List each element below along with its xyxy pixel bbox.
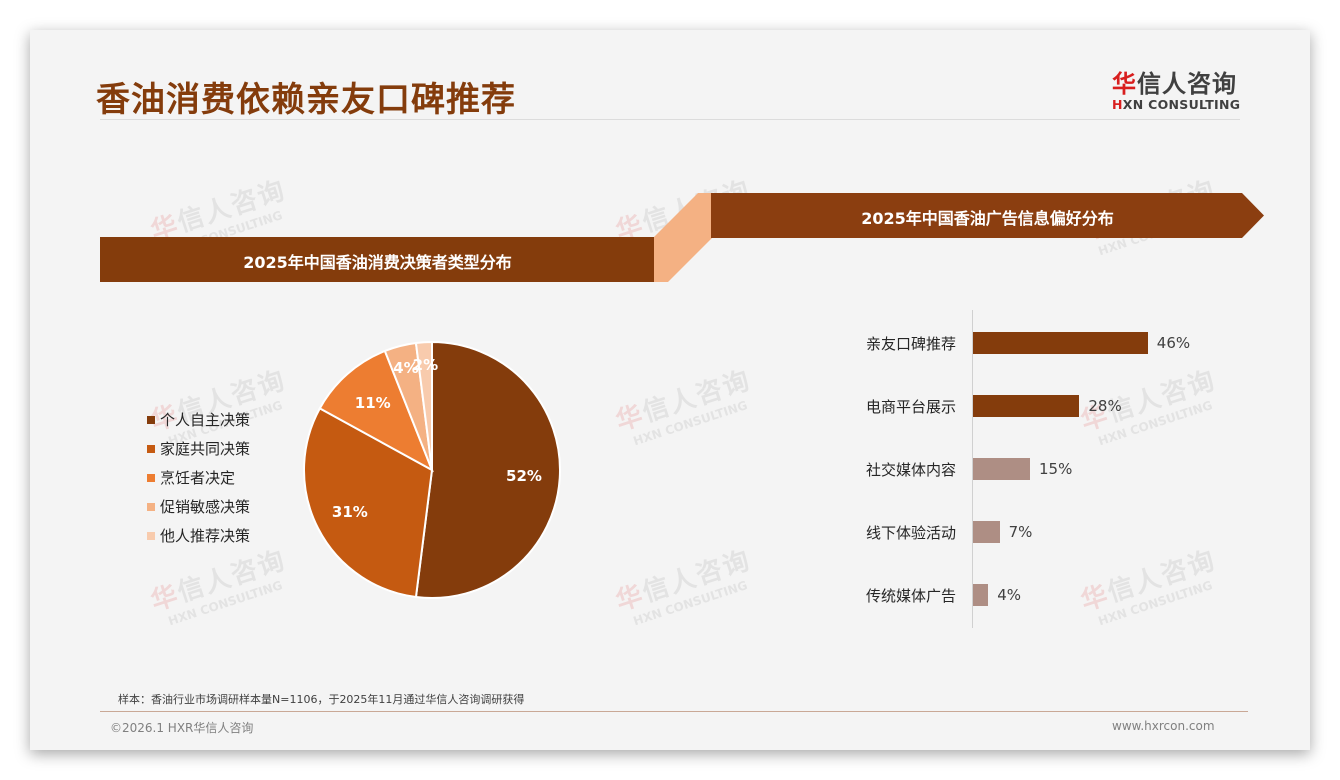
legend-swatch xyxy=(147,502,155,511)
legend-swatch xyxy=(147,531,155,540)
bar xyxy=(973,458,1030,480)
pie-section-banner: 2025年中国香油消费决策者类型分布 xyxy=(100,237,655,282)
bar-value-label: 7% xyxy=(1008,523,1033,541)
legend-label: 他人推荐决策 xyxy=(160,527,251,545)
pie-slice-label: 52% xyxy=(506,466,542,485)
pie-slice-label: 31% xyxy=(331,502,368,521)
pie-slice-label: 11% xyxy=(354,393,391,412)
logo-cn-accent: 华 xyxy=(1112,70,1137,98)
bar xyxy=(973,332,1148,354)
legend-label: 促销敏感决策 xyxy=(160,498,251,516)
bar xyxy=(973,521,1000,543)
logo-en-accent: H xyxy=(1112,97,1123,112)
brand-logo: 华信人咨询 HXN CONSULTING xyxy=(1112,64,1252,112)
legend-item: 烹饪者决定 xyxy=(147,463,250,492)
slide: 香油消费依赖亲友口碑推荐 华信人咨询 HXN CONSULTING 华信人咨询 H… xyxy=(30,30,1310,750)
legend-item: 他人推荐决策 xyxy=(147,521,250,550)
bar-category-label: 线下体验活动 xyxy=(865,524,956,542)
pie-slice xyxy=(414,340,433,471)
legend-item: 促销敏感决策 xyxy=(147,492,250,521)
website-link[interactable]: www.hxrcon.com xyxy=(1112,719,1215,733)
bar-value-label: 28% xyxy=(1088,397,1122,415)
bar-value-label: 46% xyxy=(1156,334,1191,352)
pie-slice xyxy=(318,349,434,473)
title-divider xyxy=(100,119,1240,120)
footer-divider xyxy=(100,711,1248,712)
bar-category-label: 传统媒体广告 xyxy=(865,587,956,605)
legend-label: 个人自主决策 xyxy=(160,411,251,429)
pie-slice xyxy=(303,406,434,599)
pie-section-title: 2025年中国香油消费决策者类型分布 xyxy=(243,253,512,272)
sample-note: 样本：香油行业市场调研样本量N=1106，于2025年11月通过华信人咨询调研获… xyxy=(118,693,525,706)
banner-connector xyxy=(654,193,712,282)
pie-chart: 52% 31% 11% 4% 2% xyxy=(302,340,562,600)
page-title: 香油消费依赖亲友口碑推荐 xyxy=(96,80,516,120)
bar-value-label: 15% xyxy=(1039,460,1073,478)
bar-section-banner: 2025年中国香油广告信息偏好分布 xyxy=(711,193,1264,238)
bar-section-title: 2025年中国香油广告信息偏好分布 xyxy=(861,209,1114,228)
bar-category-label: 电商平台展示 xyxy=(865,398,956,416)
bar-category-label: 社交媒体内容 xyxy=(865,461,956,479)
bar-chart-axis xyxy=(972,310,973,628)
pie-legend: 个人自主决策 家庭共同决策 烹饪者决定促销敏感决策 他人推荐决策 xyxy=(147,405,250,550)
logo-en-text: XN CONSULTING xyxy=(1122,97,1241,112)
legend-item: 个人自主决策 xyxy=(147,405,250,434)
legend-label: 家庭共同决策 xyxy=(160,440,251,458)
logo-cn-text: 信人咨询 xyxy=(1137,70,1237,98)
legend-item: 家庭共同决策 xyxy=(147,434,250,463)
bar-value-label: 4% xyxy=(997,586,1021,604)
pie-slice-label: 2% xyxy=(412,356,439,375)
pie-slice-label: 4% xyxy=(393,359,419,378)
pie-slice xyxy=(414,340,561,599)
legend-swatch xyxy=(147,444,155,453)
bar xyxy=(973,395,1080,417)
bar xyxy=(973,584,989,606)
copyright: ©2026.1 HXR华信人咨询 xyxy=(110,721,254,735)
legend-swatch xyxy=(147,415,155,424)
legend-label: 烹饪者决定 xyxy=(160,469,236,487)
bar-category-label: 亲友口碑推荐 xyxy=(865,335,956,353)
legend-swatch xyxy=(147,473,155,482)
